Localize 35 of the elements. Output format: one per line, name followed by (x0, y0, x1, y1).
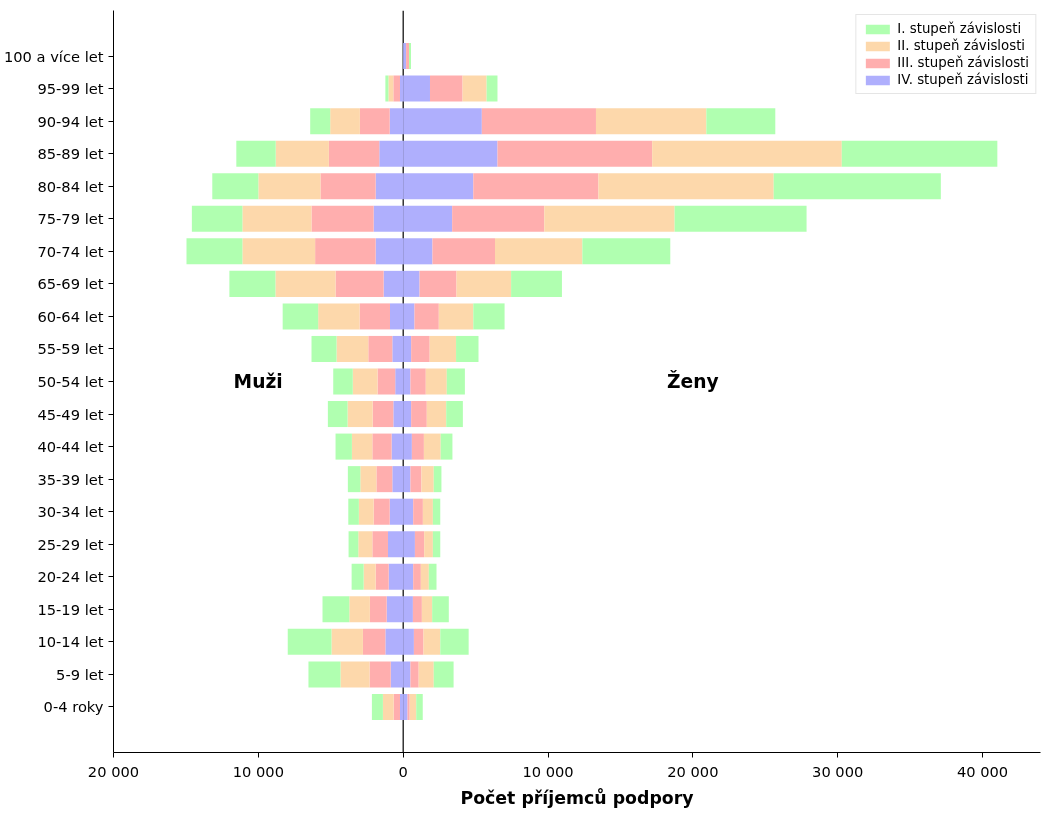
y-tick-label: 35-39 let (37, 470, 104, 488)
x-tick-label: 10 000 (522, 762, 574, 780)
y-tick-label: 40-44 let (37, 438, 104, 456)
y-tick-label: 0-4 roky (43, 698, 104, 716)
annotation: Ženy (667, 370, 719, 392)
y-tick-label: 90-94 let (37, 112, 104, 130)
y-tick-label: 70-74 let (37, 242, 104, 260)
y-tick-label: 85-89 let (37, 145, 104, 163)
y-tick-label: 45-49 let (37, 405, 104, 423)
y-tick-label: 5-9 let (56, 665, 104, 683)
y-tick-label: 65-69 let (37, 275, 104, 293)
x-tick-label: 10 000 (232, 762, 284, 780)
y-tick-label: 80-84 let (37, 177, 104, 195)
y-tick-label: 75-79 let (37, 210, 104, 228)
y-tick-label: 100 a více let (3, 47, 104, 65)
y-tick-label: 20-24 let (37, 568, 104, 586)
y-tick-label: 15-19 let (37, 600, 104, 618)
y-tick-label: 50-54 let (37, 373, 104, 390)
y-tick-label: 25-29 let (37, 535, 104, 553)
y-tick-label: 95-99 let (37, 80, 104, 98)
annotation: Muži (233, 371, 283, 392)
x-tick-label: 0 (398, 762, 408, 780)
y-tick-label: 10-14 let (37, 633, 104, 651)
x-tick-label: 30 000 (812, 762, 864, 780)
legend-label: III. stupeň závislosti (897, 55, 1029, 70)
legend-label: II. stupeň závislosti (897, 38, 1026, 53)
y-tick-label: 55-59 let (37, 340, 104, 358)
x-tick-label: 20 000 (87, 762, 140, 780)
y-tick-label: 30-34 let (37, 503, 104, 521)
y-tick-label: 60-64 let (37, 307, 104, 325)
x-tick-label: 40 000 (956, 762, 1009, 780)
legend-label: I. stupeň závislosti (897, 21, 1022, 36)
x-axis-title: Počet příjemců podpory (460, 786, 694, 808)
legend-label: IV. stupeň závislosti (897, 72, 1029, 87)
x-tick-label: 20 000 (667, 762, 719, 780)
